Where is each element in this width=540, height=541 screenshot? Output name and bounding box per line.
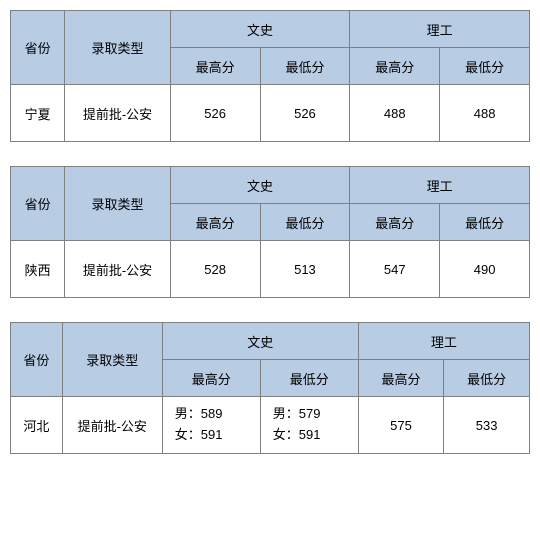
cell-type: 提前批-公安 [62,397,162,454]
header-liberal-min: 最低分 [260,48,350,85]
cell-science-min: 488 [440,85,530,142]
cell-province: 河北 [11,397,63,454]
cell-science-max: 547 [350,241,440,298]
header-science: 理工 [350,167,530,204]
cell-science-max: 575 [358,397,444,454]
header-liberal-max: 最高分 [162,360,260,397]
header-type: 录取类型 [62,323,162,397]
header-province: 省份 [11,323,63,397]
cell-liberal-max: 528 [170,241,260,298]
header-province: 省份 [11,167,65,241]
cell-province: 陕西 [11,241,65,298]
header-liberal-min: 最低分 [260,204,350,241]
score-table: 省份录取类型文史理工最高分最低分最高分最低分宁夏提前批-公安5265264884… [10,10,530,142]
cell-liberal-min: 男：579女：591 [260,397,358,454]
header-liberal: 文史 [170,11,350,48]
cell-type: 提前批-公安 [65,241,170,298]
cell-liberal-min: 526 [260,85,350,142]
header-liberal: 文史 [162,323,358,360]
cell-province: 宁夏 [11,85,65,142]
table-row: 河北提前批-公安男：589女：591男：579女：591575533 [11,397,530,454]
header-science: 理工 [350,11,530,48]
cell-science-min: 533 [444,397,530,454]
cell-liberal-max: 526 [170,85,260,142]
header-liberal-max: 最高分 [170,204,260,241]
header-type: 录取类型 [65,167,170,241]
header-science: 理工 [358,323,529,360]
header-science-max: 最高分 [350,204,440,241]
header-science-min: 最低分 [440,48,530,85]
cell-liberal-min: 513 [260,241,350,298]
header-type: 录取类型 [65,11,170,85]
cell-science-max: 488 [350,85,440,142]
header-liberal-min: 最低分 [260,360,358,397]
table-row: 宁夏提前批-公安526526488488 [11,85,530,142]
table-row: 陕西提前批-公安528513547490 [11,241,530,298]
header-liberal: 文史 [170,167,350,204]
header-province: 省份 [11,11,65,85]
score-table: 省份录取类型文史理工最高分最低分最高分最低分河北提前批-公安男：589女：591… [10,322,530,454]
score-table: 省份录取类型文史理工最高分最低分最高分最低分陕西提前批-公安5285135474… [10,166,530,298]
cell-type: 提前批-公安 [65,85,170,142]
header-science-max: 最高分 [358,360,444,397]
cell-liberal-max: 男：589女：591 [162,397,260,454]
header-science-min: 最低分 [444,360,530,397]
header-science-max: 最高分 [350,48,440,85]
cell-science-min: 490 [440,241,530,298]
header-science-min: 最低分 [440,204,530,241]
header-liberal-max: 最高分 [170,48,260,85]
